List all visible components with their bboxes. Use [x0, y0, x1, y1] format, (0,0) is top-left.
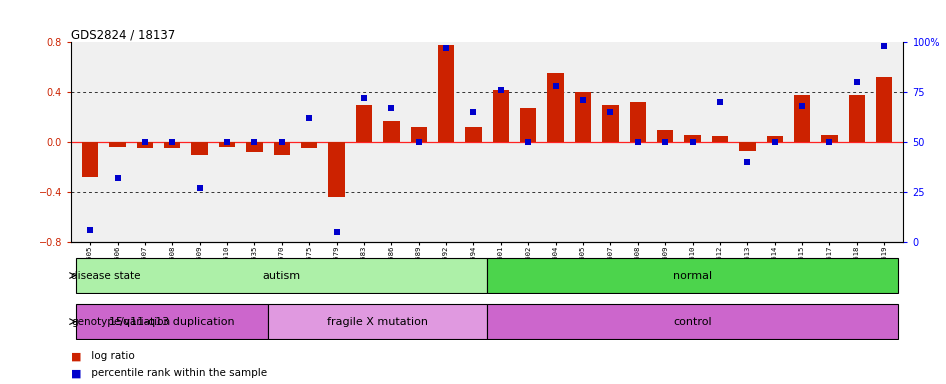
Point — [822, 139, 837, 145]
Bar — [246, 142, 263, 152]
Bar — [77, 304, 268, 339]
Bar — [603, 104, 619, 142]
Point — [412, 139, 427, 145]
Text: 15q11-q13 duplication: 15q11-q13 duplication — [110, 316, 236, 327]
Text: ■: ■ — [71, 351, 81, 361]
Bar — [487, 258, 898, 293]
Point — [877, 43, 892, 49]
Bar — [876, 77, 892, 142]
Bar — [191, 142, 208, 155]
Point — [850, 79, 865, 85]
Point — [657, 139, 673, 145]
Text: autism: autism — [263, 270, 301, 281]
Text: control: control — [674, 316, 712, 327]
Point — [575, 97, 590, 103]
Text: normal: normal — [673, 270, 712, 281]
Point — [466, 109, 482, 115]
Bar — [520, 108, 536, 142]
Point — [274, 139, 289, 145]
Bar — [268, 304, 487, 339]
Point — [357, 95, 372, 101]
Bar — [136, 142, 153, 148]
Point — [712, 99, 727, 105]
Bar — [301, 142, 318, 148]
Text: log ratio: log ratio — [88, 351, 134, 361]
Point — [247, 139, 262, 145]
Bar — [465, 127, 482, 142]
Point — [165, 139, 180, 145]
Point — [767, 139, 782, 145]
Point — [192, 185, 207, 191]
Point — [520, 139, 535, 145]
Point — [548, 83, 563, 89]
Bar — [82, 142, 98, 177]
Bar — [164, 142, 181, 148]
Bar — [821, 135, 838, 142]
Bar — [77, 258, 487, 293]
Text: disease state: disease state — [72, 270, 141, 281]
Bar — [438, 45, 454, 142]
Point — [603, 109, 618, 115]
Bar — [328, 142, 344, 197]
Point — [795, 103, 810, 109]
Point — [302, 115, 317, 121]
Bar — [657, 130, 674, 142]
Bar — [383, 121, 399, 142]
Bar — [493, 90, 509, 142]
Bar — [794, 95, 811, 142]
Point — [384, 105, 399, 111]
Text: fragile X mutation: fragile X mutation — [327, 316, 429, 327]
Bar — [711, 136, 728, 142]
Point — [137, 139, 152, 145]
Text: percentile rank within the sample: percentile rank within the sample — [88, 368, 267, 378]
Bar — [766, 136, 783, 142]
Bar — [684, 135, 701, 142]
Bar — [849, 95, 865, 142]
Text: genotype/variation: genotype/variation — [72, 316, 170, 327]
Point — [219, 139, 235, 145]
Bar — [487, 304, 898, 339]
Point — [110, 175, 125, 181]
Point — [329, 229, 344, 235]
Bar — [739, 142, 756, 151]
Point — [740, 159, 755, 165]
Point — [439, 45, 454, 51]
Point — [493, 87, 508, 93]
Text: GDS2824 / 18137: GDS2824 / 18137 — [71, 28, 175, 41]
Bar — [575, 92, 591, 142]
Bar — [219, 142, 236, 147]
Bar — [548, 73, 564, 142]
Point — [685, 139, 700, 145]
Bar — [110, 142, 126, 147]
Bar — [356, 104, 372, 142]
Bar — [630, 102, 646, 142]
Text: ■: ■ — [71, 368, 81, 378]
Bar — [273, 142, 290, 155]
Point — [82, 227, 97, 233]
Bar — [411, 127, 427, 142]
Point — [630, 139, 645, 145]
